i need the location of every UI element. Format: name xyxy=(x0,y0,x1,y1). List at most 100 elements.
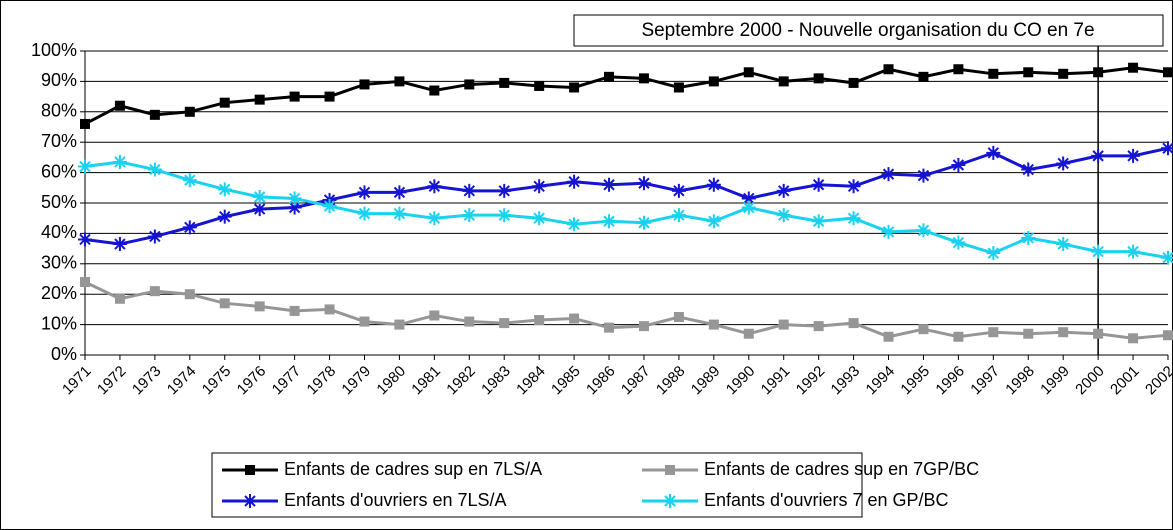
marker xyxy=(287,200,302,215)
marker xyxy=(706,214,721,229)
marker xyxy=(1163,67,1173,78)
marker xyxy=(429,310,440,321)
marker xyxy=(289,91,300,102)
marker xyxy=(1023,328,1034,339)
marker xyxy=(252,202,267,217)
marker xyxy=(499,77,510,88)
marker xyxy=(1126,244,1141,259)
marker xyxy=(357,206,372,221)
marker xyxy=(846,211,861,226)
marker xyxy=(359,79,370,90)
y-tick-label: 60% xyxy=(41,161,77,181)
marker xyxy=(394,319,405,330)
marker xyxy=(112,237,127,252)
annotation-text: Septembre 2000 - Nouvelle organisation d… xyxy=(641,20,1094,41)
y-tick-label: 40% xyxy=(41,222,77,242)
marker xyxy=(567,217,582,232)
marker xyxy=(78,159,92,174)
marker xyxy=(988,327,999,338)
marker xyxy=(1126,148,1141,163)
marker xyxy=(916,168,931,183)
marker xyxy=(324,304,335,315)
marker xyxy=(881,224,896,239)
marker xyxy=(776,208,791,223)
marker xyxy=(499,318,510,329)
marker xyxy=(1163,330,1173,341)
marker xyxy=(636,215,651,230)
marker xyxy=(1023,67,1034,78)
marker xyxy=(708,76,719,87)
marker xyxy=(986,145,1001,160)
marker xyxy=(427,211,442,226)
marker xyxy=(534,80,545,91)
marker xyxy=(254,94,265,105)
marker xyxy=(953,64,964,75)
marker xyxy=(1128,333,1139,344)
marker xyxy=(182,173,197,188)
marker xyxy=(569,82,580,93)
marker xyxy=(569,313,580,324)
marker xyxy=(986,246,1001,261)
marker xyxy=(392,206,407,221)
marker xyxy=(883,331,894,342)
legend-marker xyxy=(243,494,257,508)
marker xyxy=(392,185,407,200)
marker xyxy=(918,324,929,335)
marker xyxy=(497,183,512,198)
marker xyxy=(322,199,337,214)
marker xyxy=(776,183,791,198)
marker xyxy=(1093,328,1104,339)
marker xyxy=(114,100,125,111)
legend-marker xyxy=(245,465,255,475)
marker xyxy=(1091,148,1106,163)
legend-label: Enfants d'ouvriers en 7LS/A xyxy=(284,490,507,510)
marker xyxy=(881,167,896,182)
y-tick-label: 10% xyxy=(41,313,77,333)
marker xyxy=(1058,327,1069,338)
series-line xyxy=(84,66,1169,126)
legend-label: Enfants de cadres sup en 7LS/A xyxy=(284,459,542,479)
marker xyxy=(217,182,232,197)
legend-label: Enfants de cadres sup en 7GP/BC xyxy=(704,459,979,479)
marker xyxy=(743,328,754,339)
marker xyxy=(602,177,617,192)
marker xyxy=(357,185,372,200)
legend-marker xyxy=(663,494,677,508)
y-tick-label: 100% xyxy=(31,40,77,60)
marker xyxy=(883,64,894,75)
y-tick-label: 80% xyxy=(41,101,77,121)
marker xyxy=(743,67,754,78)
marker xyxy=(149,109,160,120)
marker xyxy=(1021,162,1036,177)
marker xyxy=(1093,67,1104,78)
marker xyxy=(636,176,651,191)
marker xyxy=(918,71,929,82)
marker xyxy=(252,189,267,204)
marker xyxy=(219,97,230,108)
marker xyxy=(638,73,649,84)
marker xyxy=(359,316,370,327)
marker xyxy=(147,162,162,177)
marker xyxy=(184,289,195,300)
marker xyxy=(464,316,475,327)
marker xyxy=(289,305,300,316)
marker xyxy=(1058,68,1069,79)
marker xyxy=(219,298,230,309)
marker xyxy=(534,315,545,326)
marker xyxy=(532,179,547,194)
marker xyxy=(951,158,966,172)
marker xyxy=(427,179,442,194)
y-tick-label: 50% xyxy=(41,192,77,212)
marker xyxy=(80,118,90,129)
marker xyxy=(811,177,826,192)
y-tick-label: 0% xyxy=(51,344,77,364)
marker xyxy=(953,331,964,342)
marker xyxy=(287,191,302,206)
legend-label: Enfants d'ouvriers 7 en GP/BC xyxy=(704,490,949,510)
annotation-box xyxy=(573,14,1164,47)
marker xyxy=(671,183,686,198)
marker xyxy=(254,301,265,312)
y-tick-label: 90% xyxy=(41,70,77,90)
